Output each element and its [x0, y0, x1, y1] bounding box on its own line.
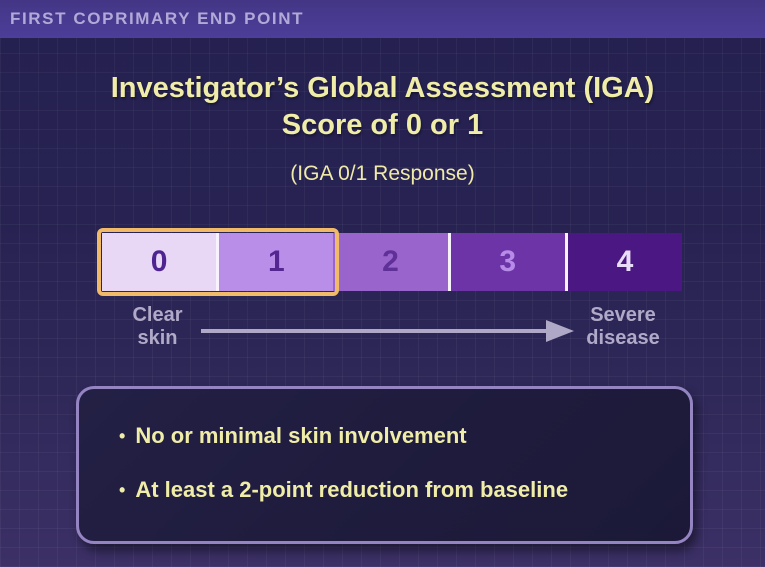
scale-segment-3-value: 3: [499, 245, 517, 278]
severity-arrow-shaft: [201, 329, 548, 333]
scale-left-label: Clear skin: [132, 304, 183, 349]
criteria-box: • No or minimal skin involvement • At leas…: [76, 386, 693, 544]
bullet-dot-icon: •: [119, 426, 126, 446]
iga-scale-bar: 0 1 2 3 4: [97, 228, 683, 296]
scale-segment-4: 4: [564, 233, 683, 291]
bullet-dot-icon: •: [119, 480, 126, 500]
slide-subtitle: (IGA 0/1 Response): [290, 162, 475, 185]
scale-segment-1-value: 1: [267, 245, 285, 278]
header-bar: FIRST COPRIMARY END POINT: [0, 0, 765, 38]
scale-segment-1: 1: [216, 233, 334, 291]
scale-segment-0-value: 0: [150, 245, 168, 278]
scale-segment-3: 3: [447, 233, 565, 291]
slide-title-line1: Investigator’s Global Assessment (IGA): [110, 72, 655, 104]
scale-right-label: Severe disease: [586, 304, 660, 349]
scale-segment-0: 0: [102, 233, 217, 291]
header-kicker: FIRST COPRIMARY END POINT: [10, 9, 305, 28]
criteria-bullet-2: • At least a 2-point reduction from basel…: [119, 477, 670, 503]
criteria-bullet-2-text: At least a 2-point reduction from baseli…: [135, 477, 569, 502]
scale-segment-2-value: 2: [382, 245, 399, 278]
criteria-bullet-1: • No or minimal skin involvement: [119, 423, 670, 449]
scale-segment-4-value: 4: [616, 245, 634, 278]
slide-title: Investigator’s Global Assessment (IGA) S…: [0, 70, 765, 144]
severity-arrow-head-icon: [546, 320, 574, 342]
scale-segment-2: 2: [333, 233, 448, 291]
slide-title-line2: Score of 0 or 1: [281, 109, 484, 141]
criteria-bullet-1-text: No or minimal skin involvement: [135, 423, 467, 448]
